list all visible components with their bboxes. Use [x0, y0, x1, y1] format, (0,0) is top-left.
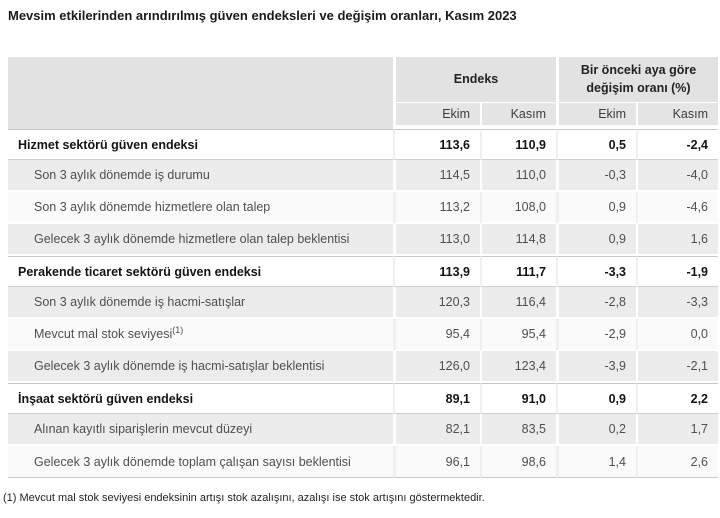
cell-value: 0,2	[556, 414, 636, 446]
cell-value: 89,1	[393, 383, 480, 414]
cell-value: -2,1	[636, 351, 719, 383]
cell-value: -3,3	[556, 256, 636, 287]
row-label: Alınan kayıtlı siparişlerin mevcut düzey…	[8, 414, 393, 446]
header-month-row: Ekim Kasım Ekim Kasım	[8, 103, 719, 129]
cell-value: 0,5	[556, 129, 636, 160]
row-label: Son 3 aylık dönemde hizmetlere olan tale…	[8, 192, 393, 224]
subheader-endeks-ekim: Ekim	[393, 103, 480, 129]
cell-value: 114,8	[480, 224, 556, 256]
cell-value: -3,9	[556, 351, 636, 383]
row-label-text: Mevcut mal stok seviyesi	[34, 327, 173, 341]
table-row: Gelecek 3 aylık dönemde hizmetlere olan …	[8, 224, 719, 256]
row-label: Gelecek 3 aylık dönemde iş hacmi-satışla…	[8, 351, 393, 383]
cell-value: -3,3	[636, 287, 719, 319]
cell-value: 113,9	[393, 256, 480, 287]
header-group-change-rate: Bir önceki aya göre değişim oranı (%)	[556, 57, 719, 103]
subheader-change-ekim: Ekim	[556, 103, 636, 129]
table-row: Mevcut mal stok seviyesi(1) 95,4 95,4 -2…	[8, 319, 719, 351]
row-label: Perakende ticaret sektörü güven endeksi	[8, 256, 393, 287]
cell-value: 2,2	[636, 383, 719, 414]
cell-value: 95,4	[393, 319, 480, 351]
cell-value: 1,6	[636, 224, 719, 256]
cell-value: 91,0	[480, 383, 556, 414]
cell-value: -4,6	[636, 192, 719, 224]
cell-value: 126,0	[393, 351, 480, 383]
cell-value: 123,4	[480, 351, 556, 383]
table-row: Son 3 aylık dönemde iş durumu 114,5 110,…	[8, 160, 719, 192]
page-title: Mevsim etkilerinden arındırılmış güven e…	[8, 8, 517, 23]
table-row: Gelecek 3 aylık dönemde toplam çalışan s…	[8, 446, 719, 478]
cell-value: 113,6	[393, 129, 480, 160]
header-group-row: Endeks Bir önceki aya göre değişim oranı…	[8, 57, 719, 129]
cell-value: 110,0	[480, 160, 556, 192]
cell-value: 1,7	[636, 414, 719, 446]
cell-value: 2,6	[636, 446, 719, 478]
cell-value: 98,6	[480, 446, 556, 478]
row-label: Mevcut mal stok seviyesi(1)	[8, 319, 393, 351]
cell-value: 114,5	[393, 160, 480, 192]
cell-value: 82,1	[393, 414, 480, 446]
footnote: (1) Mevcut mal stok seviyesi endeksinin …	[3, 492, 485, 504]
cell-value: 111,7	[480, 256, 556, 287]
cell-value: -4,0	[636, 160, 719, 192]
subheader-endeks-kasim: Kasım	[480, 103, 556, 129]
table-row: Son 3 aylık dönemde hizmetlere olan tale…	[8, 192, 719, 224]
cell-value: 113,2	[393, 192, 480, 224]
footnote-marker: (1)	[172, 324, 184, 335]
cell-value: -2,8	[556, 287, 636, 319]
cell-value: 83,5	[480, 414, 556, 446]
cell-value: 120,3	[393, 287, 480, 319]
cell-value: -2,4	[636, 129, 719, 160]
row-label: Gelecek 3 aylık dönemde toplam çalışan s…	[8, 446, 393, 478]
row-label: Son 3 aylık dönemde iş hacmi-satışlar	[8, 287, 393, 319]
cell-value: 0,9	[556, 192, 636, 224]
cell-value: 1,4	[556, 446, 636, 478]
table-row: Son 3 aylık dönemde iş hacmi-satışlar 12…	[8, 287, 719, 319]
cell-value: 110,9	[480, 129, 556, 160]
table-row: Alınan kayıtlı siparişlerin mevcut düzey…	[8, 414, 719, 446]
subheader-change-kasim: Kasım	[636, 103, 719, 129]
table-row-section: İnşaat sektörü güven endeksi 89,1 91,0 0…	[8, 383, 719, 414]
cell-value: 113,0	[393, 224, 480, 256]
cell-value: 108,0	[480, 192, 556, 224]
cell-value: 0,9	[556, 224, 636, 256]
row-label: Hizmet sektörü güven endeksi	[8, 129, 393, 160]
cell-value: 0,9	[556, 383, 636, 414]
header-group-endeks: Endeks	[393, 57, 556, 103]
cell-value: 0,0	[636, 319, 719, 351]
header-corner-cell	[8, 57, 393, 129]
cell-value: -1,9	[636, 256, 719, 287]
cell-value: 95,4	[480, 319, 556, 351]
row-label: İnşaat sektörü güven endeksi	[8, 383, 393, 414]
table-row: Gelecek 3 aylık dönemde iş hacmi-satışla…	[8, 351, 719, 383]
confidence-index-table: Endeks Bir önceki aya göre değişim oranı…	[8, 57, 719, 478]
table-row-section: Hizmet sektörü güven endeksi 113,6 110,9…	[8, 129, 719, 160]
cell-value: -2,9	[556, 319, 636, 351]
cell-value: 96,1	[393, 446, 480, 478]
row-label: Son 3 aylık dönemde iş durumu	[8, 160, 393, 192]
row-label: Gelecek 3 aylık dönemde hizmetlere olan …	[8, 224, 393, 256]
table-row-section: Perakende ticaret sektörü güven endeksi …	[8, 256, 719, 287]
cell-value: 116,4	[480, 287, 556, 319]
cell-value: -0,3	[556, 160, 636, 192]
